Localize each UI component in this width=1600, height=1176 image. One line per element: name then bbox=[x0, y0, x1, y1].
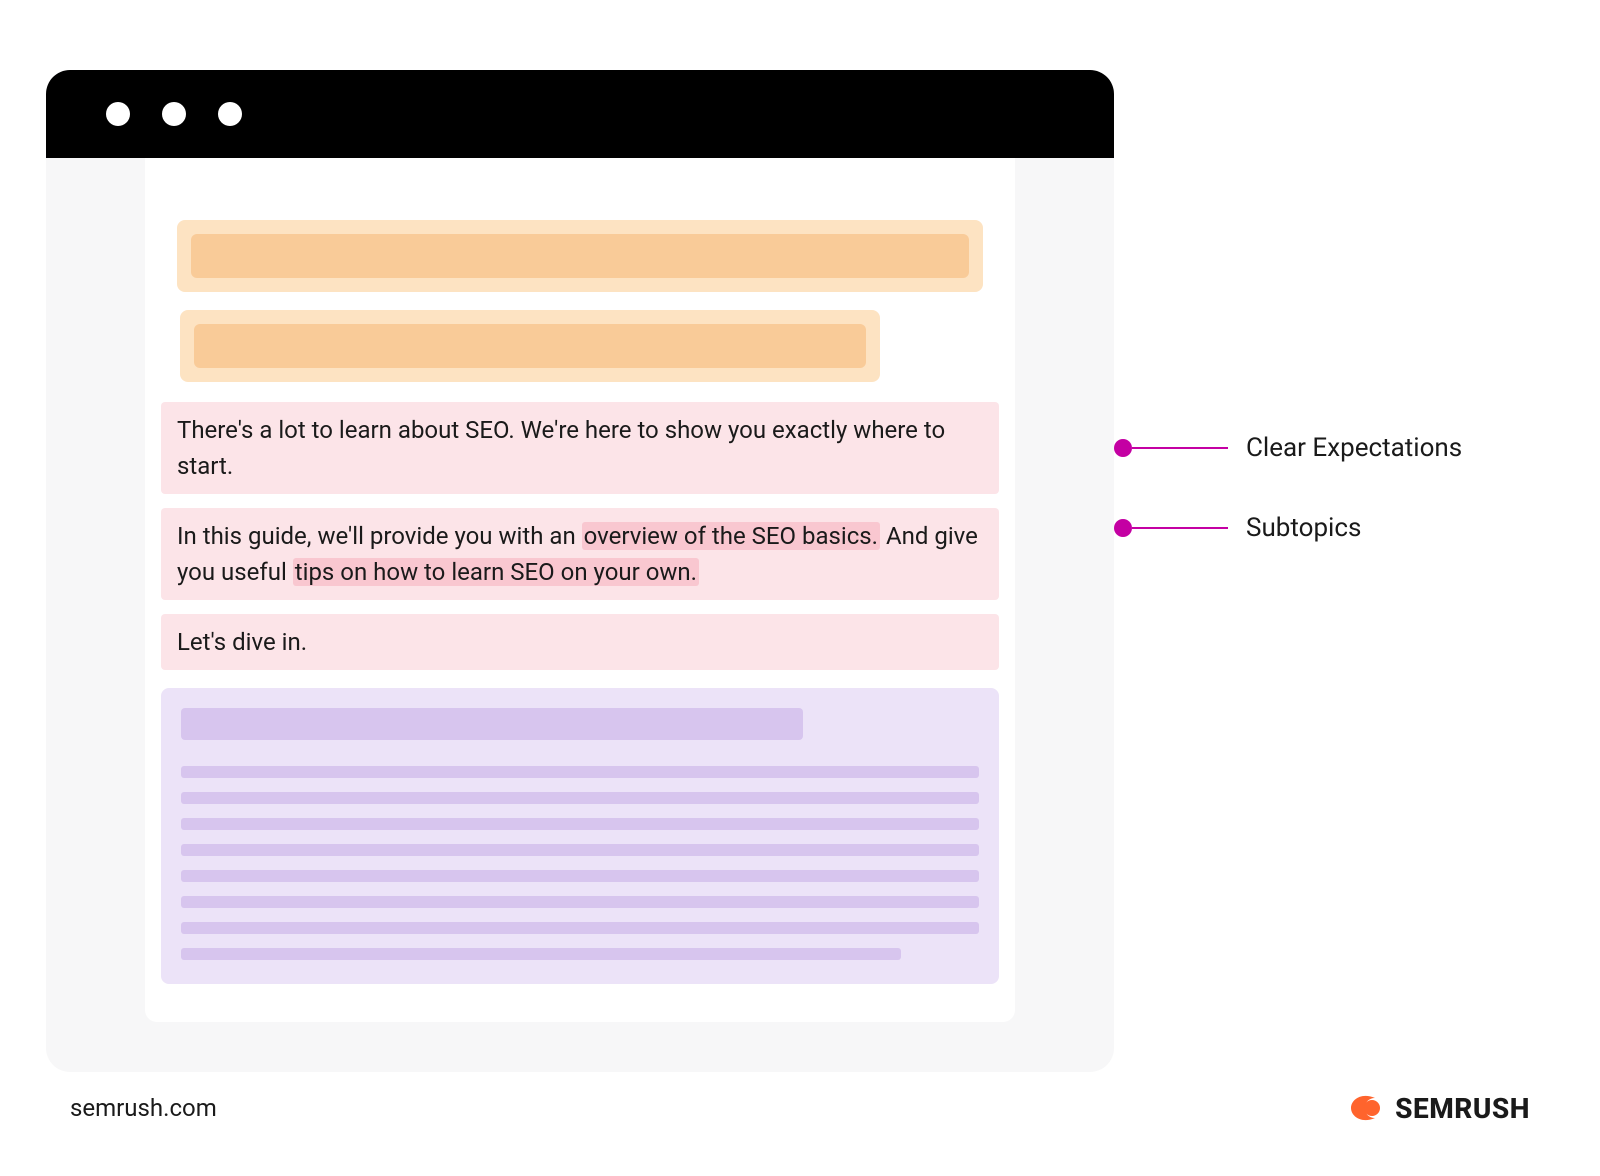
intro-paragraph-2: In this guide, we'll provide you with an… bbox=[161, 508, 999, 600]
highlight-text: tips on how to learn SEO on your own. bbox=[293, 558, 699, 586]
intro-paragraph-1: There's a lot to learn about SEO. We're … bbox=[161, 402, 999, 494]
body-line-placeholder bbox=[181, 948, 901, 960]
traffic-light-dot bbox=[218, 102, 242, 126]
callout: Clear Expectations bbox=[1114, 430, 1462, 466]
paragraph-text: There's a lot to learn about SEO. We're … bbox=[177, 416, 945, 480]
callout-dot-icon bbox=[1114, 439, 1132, 457]
body-line-placeholder bbox=[181, 896, 979, 908]
browser-header bbox=[46, 70, 1114, 158]
paragraph-text: In this guide, we'll provide you with an bbox=[177, 522, 582, 550]
brand-logo: SEMRUSH bbox=[1345, 1088, 1530, 1128]
footer-url: semrush.com bbox=[70, 1094, 217, 1122]
callout-label: Clear Expectations bbox=[1246, 433, 1462, 463]
highlight-text: overview of the SEO basics. bbox=[582, 522, 880, 550]
browser-window: There's a lot to learn about SEO. We're … bbox=[46, 70, 1114, 1072]
body-line-placeholder bbox=[181, 792, 979, 804]
brand-name: SEMRUSH bbox=[1395, 1092, 1530, 1125]
body-line-placeholder bbox=[181, 818, 979, 830]
body-line-placeholder bbox=[181, 766, 979, 778]
traffic-light-dot bbox=[162, 102, 186, 126]
callout-connector bbox=[1132, 447, 1228, 449]
paragraph-text: Let's dive in. bbox=[177, 628, 307, 656]
callouts-container: Clear Expectations Subtopics bbox=[1114, 430, 1462, 546]
body-heading-placeholder bbox=[181, 708, 803, 740]
callout-label: Subtopics bbox=[1246, 513, 1361, 543]
body-line-placeholder bbox=[181, 844, 979, 856]
callout-connector bbox=[1132, 527, 1228, 529]
flame-icon bbox=[1345, 1088, 1385, 1128]
traffic-light-dot bbox=[106, 102, 130, 126]
body-line-placeholder bbox=[181, 870, 979, 882]
callout-dot-icon bbox=[1114, 519, 1132, 537]
body-placeholder-panel bbox=[161, 688, 999, 984]
browser-body: There's a lot to learn about SEO. We're … bbox=[46, 158, 1114, 1072]
title-placeholder-1 bbox=[177, 220, 983, 292]
diagram-canvas: There's a lot to learn about SEO. We're … bbox=[46, 70, 1256, 1072]
intro-paragraph-3: Let's dive in. bbox=[161, 614, 999, 670]
title-placeholder-inner bbox=[194, 324, 866, 368]
footer: semrush.com SEMRUSH bbox=[70, 1088, 1530, 1128]
title-placeholder-2 bbox=[180, 310, 880, 382]
body-lines-container bbox=[181, 766, 979, 960]
title-placeholder-inner bbox=[191, 234, 969, 278]
callout: Subtopics bbox=[1114, 510, 1462, 546]
content-area: There's a lot to learn about SEO. We're … bbox=[145, 158, 1015, 1022]
body-line-placeholder bbox=[181, 922, 979, 934]
